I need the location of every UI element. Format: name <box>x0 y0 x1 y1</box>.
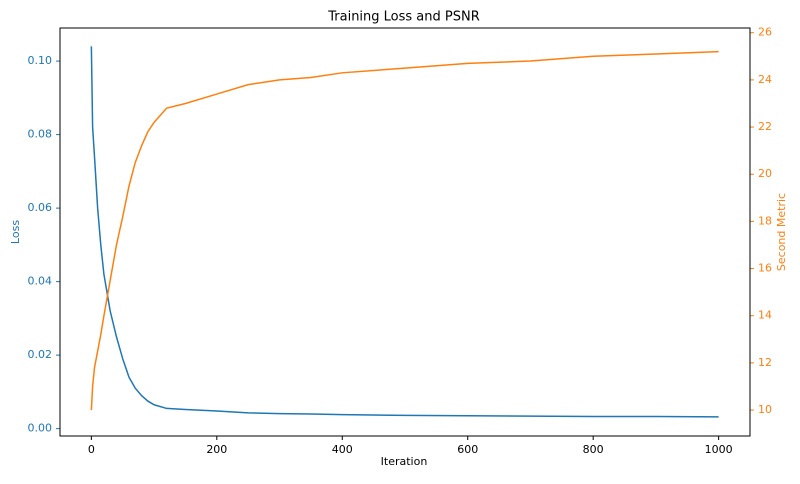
y-tick-label: 0.00 <box>28 422 53 435</box>
y2-tick-label: 20 <box>758 167 772 180</box>
line-series <box>90 46 719 418</box>
y2-tick-label: 16 <box>758 262 772 275</box>
x-tick-label: 0 <box>88 443 95 456</box>
y2-tick-label: 24 <box>758 73 772 86</box>
y2-tick-label: 22 <box>758 120 772 133</box>
x-tick-label: 800 <box>583 443 604 456</box>
y-tick-label: 0.04 <box>28 275 53 288</box>
x-tick-label: 200 <box>206 443 227 456</box>
y-tick-label: 0.10 <box>28 54 53 67</box>
x-tick-label: 1000 <box>705 443 733 456</box>
y-axis-label: Loss <box>9 220 22 244</box>
y2-tick-label: 12 <box>758 356 772 369</box>
y-tick-label: 0.06 <box>28 201 53 214</box>
y2-tick-label: 18 <box>758 214 772 227</box>
y-tick-label: 0.02 <box>28 348 53 361</box>
y2-tick-label: 14 <box>758 309 772 322</box>
plot-frame <box>59 27 751 437</box>
line-series <box>90 50 719 411</box>
y2-axis-label: Second Metric <box>775 193 788 271</box>
chart-title: Training Loss and PSNR <box>327 10 480 25</box>
x-axis-label: Iteration <box>381 455 428 468</box>
y2-tick-label: 26 <box>758 26 772 39</box>
x-tick-label: 400 <box>332 443 353 456</box>
x-tick-label: 600 <box>457 443 478 456</box>
y-tick-label: 0.08 <box>28 128 53 141</box>
y2-tick-label: 10 <box>758 403 772 416</box>
